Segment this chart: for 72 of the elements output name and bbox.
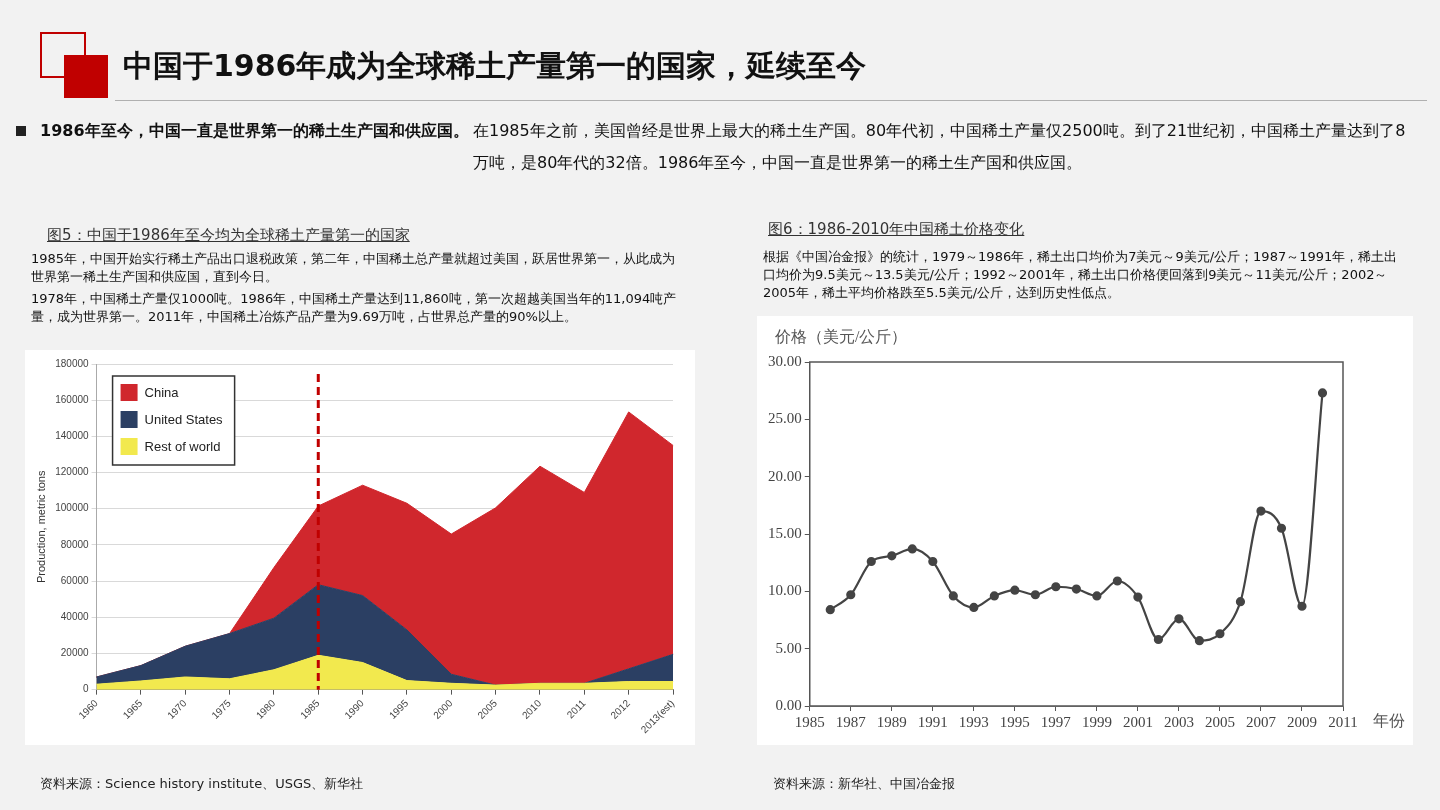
point [1153,634,1164,645]
text: 在1985年之前，美国曾经是世界上最大的稀土生产国。80年代初，中国稀土产量仅2500吨。到了21世纪初，中国稀土产量达到了8万吨，是80年代的32倍。1986年至今，中国一直是世界第一的稀土生产国和供应国。 [473,120,1407,174]
text: 根据《中国冶金报》的统计，1979～1986年，稀土出口均价为7美元～9美元/公斤；1987～1991年，稀土出口均价为9.5美元～13.5美元/公斤；1992～2001年，稀土出口价格便回落到9美元～11美元/公斤；2002～2005年，稀土平均价格跌至5.5美元/公斤，达到历史性低点。 [763,248,1399,302]
x-tick-label: 1997 [1040,713,1072,730]
point [907,544,917,554]
point [1276,523,1287,533]
x-tick-label: 2007 [1245,713,1277,730]
point [1235,597,1246,607]
point [1010,585,1020,595]
x-tick-label: 2009 [1286,713,1317,730]
y-tick-label: 80000 [60,538,89,550]
y-tick-label: 40000 [60,611,89,623]
y-tick-label: 0 [83,683,90,695]
point [1297,601,1307,611]
chart-title: 图5：中国于1986年至今均为全球稀土产量第一的国家 [47,226,410,245]
y-tick-label: 25.00 [768,410,802,427]
point [1194,636,1205,646]
point [1071,584,1081,594]
x-tick-label: 1993 [958,713,989,730]
y-tick-label: 5.00 [775,639,802,656]
y-tick-label: 30.00 [768,352,802,369]
text: 资料来源：Science history institute、USGS、新华社 [40,775,364,793]
y-tick-label: 20000 [60,647,89,659]
point [989,591,999,601]
point [1317,388,1328,398]
point [1112,576,1122,586]
text: 中国于1986年成为全球稀土产量第一的国家，延续至今 [123,47,867,85]
x-tick-label: 1987 [835,713,867,730]
x-tick-label: 1995 [999,713,1030,730]
y-tick-label: 60000 [60,574,89,586]
point [1133,592,1143,602]
chart-title: 图6：1986-2010年中国稀土价格变化 [768,220,1025,239]
point [1051,582,1061,592]
legend-label: United States [144,411,224,427]
legend-label: China [144,384,180,400]
point [969,602,979,612]
point [1030,590,1040,600]
text: 1985年，中国开始实行稀土产品出口退税政策，第二年，中国稀土总产量就超过美国，跃居世界第一，从此成为世界第一稀土生产国和供应国，直到今日。 [31,250,677,286]
point [866,556,876,567]
y-tick-label: 120000 [55,466,89,478]
text: 资料来源：新华社、中国冶金报 [773,775,955,793]
x-tick-label: 1991 [917,713,948,730]
y-axis-title: 价格（美元/公斤） [774,328,908,346]
x-tick-label: 1999 [1081,713,1112,730]
x-axis-title: 年份 [1373,712,1405,730]
x-tick-label: 2001 [1122,713,1153,730]
y-tick-label: 0.00 [775,696,802,713]
x-tick-label: 2003 [1163,713,1194,730]
point [846,590,856,600]
y-axis-title: Production, metric tons [34,470,47,584]
point [825,605,835,615]
y-tick-label: 160000 [55,393,89,405]
point [887,551,897,561]
y-tick-label: 20.00 [768,467,802,484]
point [1256,506,1266,516]
point [948,591,958,601]
x-tick-label: 1989 [876,713,907,730]
x-tick-label: 2005 [1204,713,1235,730]
point [1215,629,1225,639]
y-tick-label: 180000 [55,357,89,369]
x-tick-label: 1985 [794,713,825,730]
x-tick-label: 2011 [1328,713,1358,730]
text: 1986年至今，中国一直是世界第一的稀土生产国和供应国。 [40,120,469,142]
legend-label: Rest of world [144,438,221,454]
point [1174,614,1184,624]
text: 1978年，中国稀土产量仅1000吨。1986年，中国稀土产量达到11,860吨，第一次超越美国当年的11,094吨产量，成为世界第一。2011年，中国稀土冶炼产品产量为9.69万吨，占世界总产量的90%以上。 [31,290,678,326]
y-tick-label: 140000 [55,430,89,442]
y-tick-label: 15.00 [768,524,802,541]
point [1092,591,1102,601]
y-tick-label: 10.00 [768,582,802,599]
point [928,556,938,567]
y-tick-label: 100000 [55,502,89,514]
